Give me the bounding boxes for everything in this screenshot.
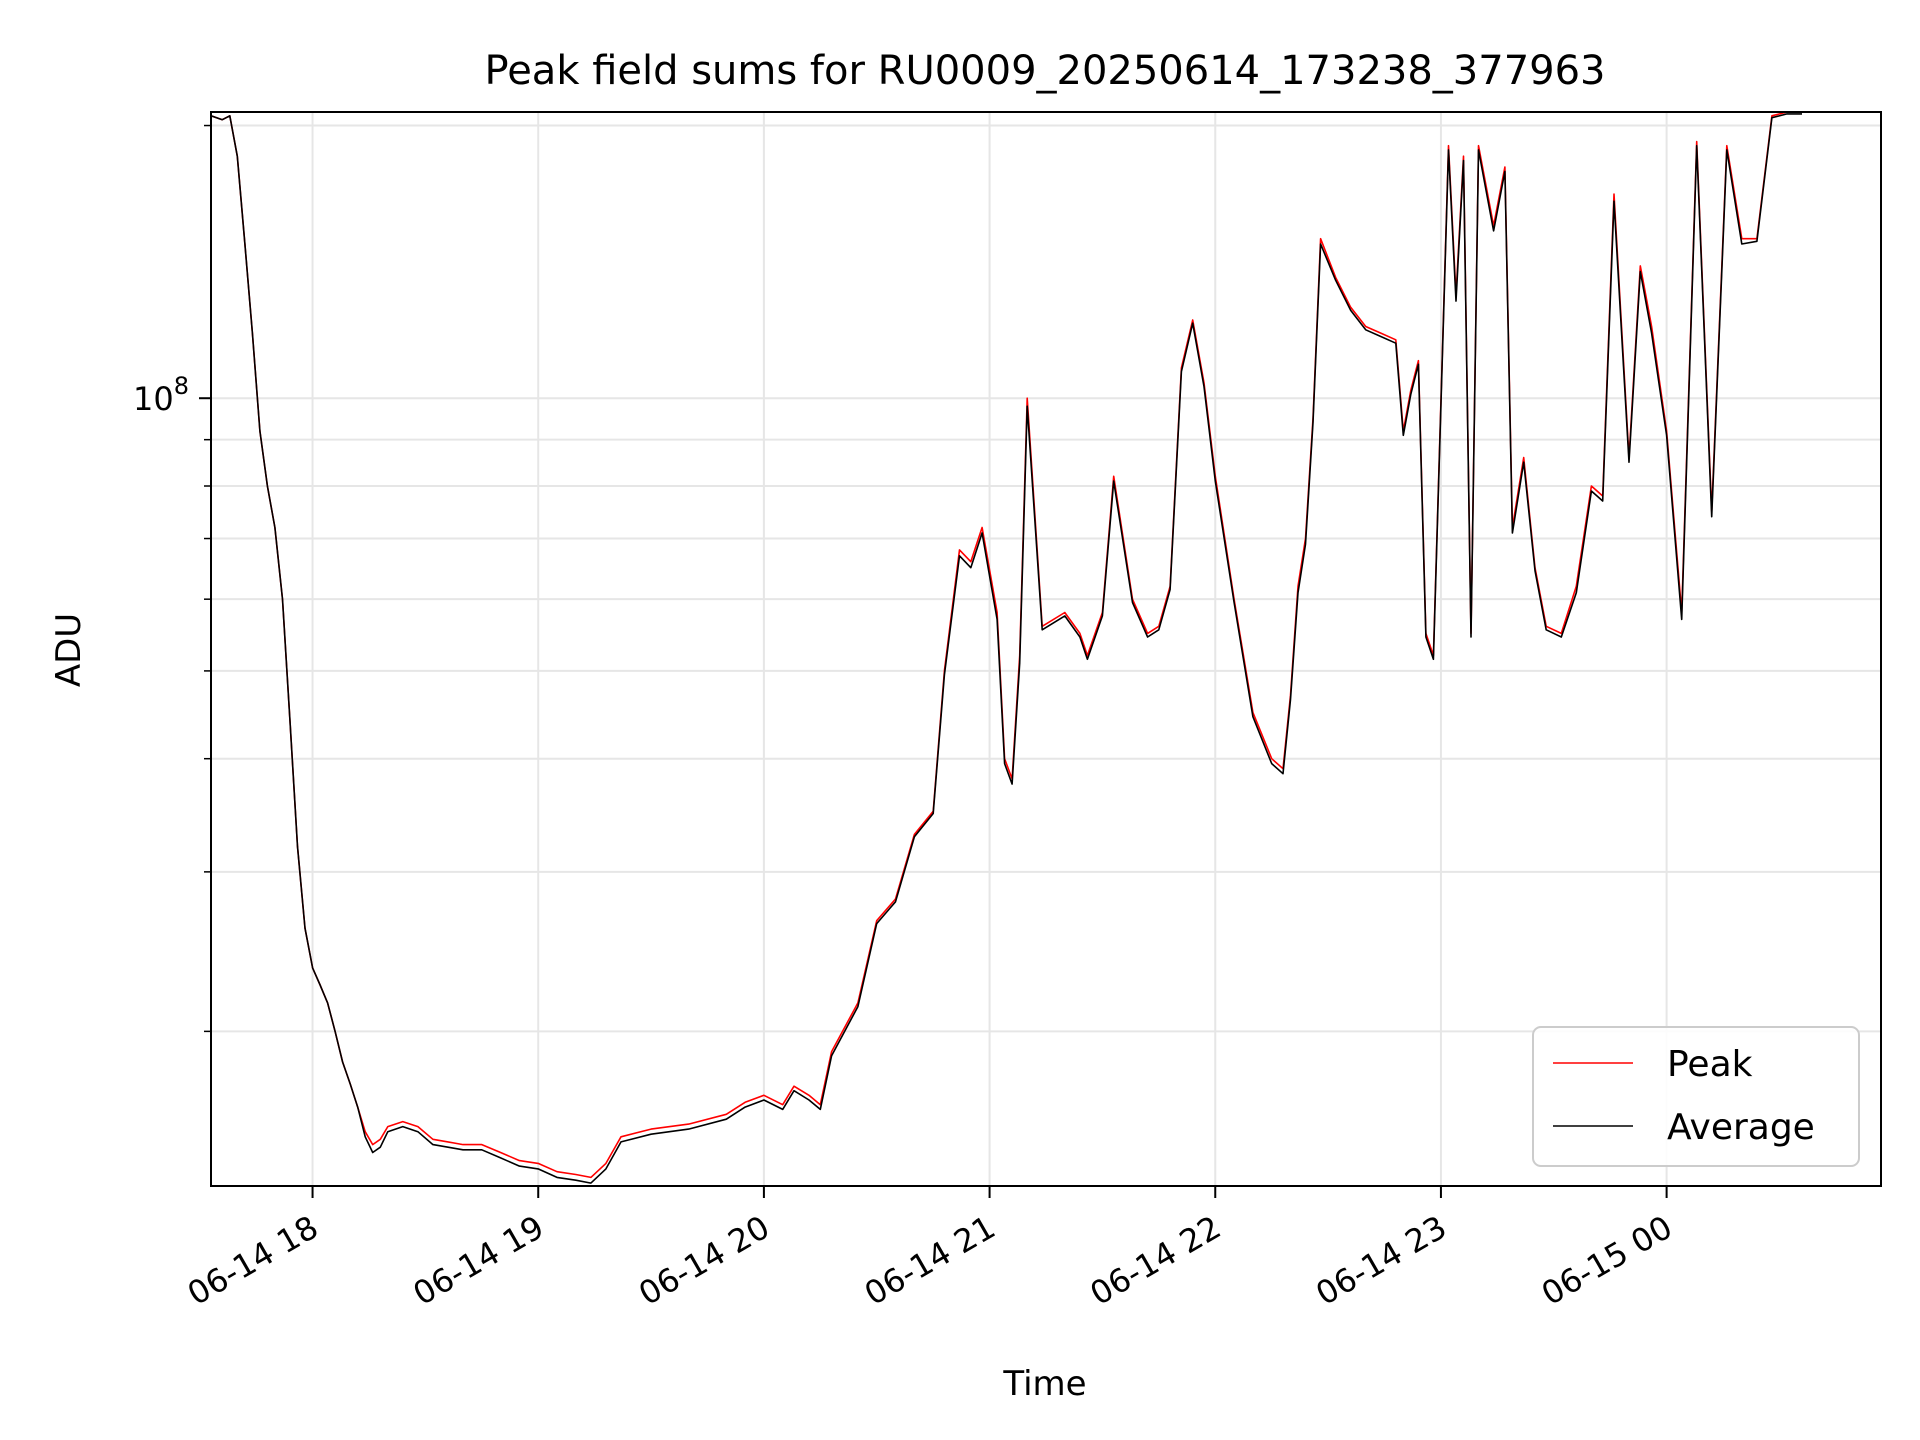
y-tick-label-exponent: 8 <box>174 372 189 400</box>
x-axis-label: Time <box>1002 1364 1086 1404</box>
y-axis: 108 <box>133 124 211 1033</box>
chart-title: Peak field sums for RU0009_20250614_1732… <box>485 48 1606 94</box>
y-axis-label: ADU <box>49 613 89 687</box>
series-line-average <box>211 113 1802 1184</box>
y-tick-label: 108 <box>133 372 189 418</box>
plot-area <box>211 112 1802 1184</box>
legend: Peak Average <box>1532 1026 1860 1167</box>
y-tick-label-base: 10 <box>133 380 174 418</box>
plot-frame <box>210 111 1882 1187</box>
legend-label-average: Average <box>1667 1107 1815 1148</box>
legend-box <box>1532 1026 1860 1167</box>
legend-label-peak: Peak <box>1667 1044 1753 1085</box>
grid <box>211 112 1881 1186</box>
